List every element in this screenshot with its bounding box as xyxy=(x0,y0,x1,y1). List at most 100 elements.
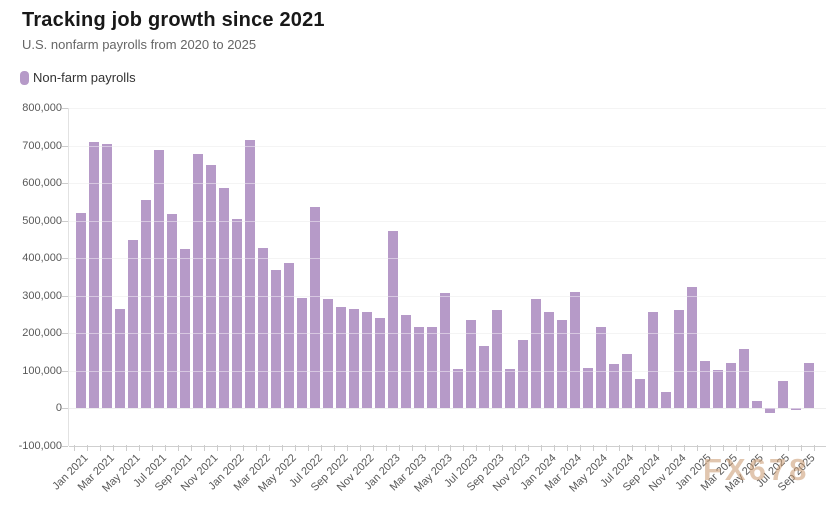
x-axis-tick xyxy=(437,445,439,451)
bar[interactable] xyxy=(115,309,126,408)
bar[interactable] xyxy=(556,319,567,408)
bar[interactable] xyxy=(465,319,476,408)
bar[interactable] xyxy=(517,339,528,408)
y-axis-tick xyxy=(62,333,68,334)
x-axis-tick xyxy=(151,445,153,451)
bar[interactable] xyxy=(388,231,399,408)
bar[interactable] xyxy=(219,187,230,408)
bar[interactable] xyxy=(504,368,515,408)
bar[interactable] xyxy=(336,307,347,408)
bar[interactable] xyxy=(258,247,269,408)
bar[interactable] xyxy=(323,298,334,408)
bar[interactable] xyxy=(141,199,152,408)
y-axis-label: 100,000 xyxy=(22,364,62,377)
gridline-overlay xyxy=(69,295,826,297)
x-axis-tick xyxy=(164,445,166,451)
bar[interactable] xyxy=(401,315,412,408)
bar[interactable] xyxy=(582,367,593,408)
x-axis-tick xyxy=(320,445,322,451)
x-axis-tick xyxy=(502,445,504,451)
bar[interactable] xyxy=(128,240,139,408)
y-axis-tick xyxy=(62,220,68,222)
x-axis-tick xyxy=(736,445,738,451)
bar[interactable] xyxy=(76,213,87,408)
x-axis-tick xyxy=(762,445,764,451)
bar[interactable] xyxy=(375,318,386,408)
bar[interactable] xyxy=(491,309,502,408)
y-axis-label: 300,000 xyxy=(22,289,62,302)
bar[interactable] xyxy=(608,363,619,408)
x-axis-tick xyxy=(515,445,517,451)
bar[interactable] xyxy=(427,326,438,408)
bar[interactable] xyxy=(193,154,204,408)
x-axis-tick xyxy=(645,445,647,451)
bar[interactable] xyxy=(310,206,321,408)
x-axis-tick xyxy=(710,445,712,451)
chart-title: Tracking job growth since 2021 xyxy=(22,9,325,31)
bar[interactable] xyxy=(414,326,425,408)
y-axis-tick xyxy=(62,295,68,297)
bar[interactable] xyxy=(530,299,541,408)
bar[interactable] xyxy=(738,348,749,408)
bar[interactable] xyxy=(790,408,801,410)
x-axis-tick xyxy=(359,445,361,451)
bar[interactable] xyxy=(245,140,256,408)
y-axis-label: 200,000 xyxy=(22,327,62,339)
y-axis-tick xyxy=(62,145,68,147)
bar[interactable] xyxy=(660,391,671,408)
y-axis-label: 400,000 xyxy=(22,252,62,264)
legend-item-nonfarm-payrolls[interactable]: Non-farm payrolls xyxy=(20,70,136,85)
bar[interactable] xyxy=(673,310,684,408)
bar[interactable] xyxy=(569,291,580,408)
x-axis-tick xyxy=(385,445,387,451)
x-axis-tick xyxy=(411,445,413,451)
x-axis-tick xyxy=(567,445,569,451)
bar[interactable] xyxy=(167,214,178,408)
bar[interactable] xyxy=(349,309,360,408)
bar[interactable] xyxy=(595,327,606,408)
x-axis-tick xyxy=(632,445,634,451)
gridline-overlay xyxy=(69,258,826,259)
bar[interactable] xyxy=(634,378,645,408)
x-axis-tick xyxy=(606,445,608,451)
bar[interactable] xyxy=(725,363,736,408)
bar[interactable] xyxy=(297,298,308,408)
bar[interactable] xyxy=(440,293,450,408)
x-axis-tick xyxy=(346,445,348,451)
bar[interactable] xyxy=(452,368,463,408)
x-axis-tick xyxy=(723,445,725,451)
bar[interactable] xyxy=(284,263,295,408)
gridline xyxy=(69,145,826,147)
bar[interactable] xyxy=(154,149,165,408)
legend-swatch-icon xyxy=(20,70,29,85)
x-axis-tick xyxy=(424,445,426,451)
y-axis-label: 700,000 xyxy=(22,139,62,152)
bar[interactable] xyxy=(89,141,100,408)
bar[interactable] xyxy=(647,312,658,408)
gridline-overlay xyxy=(69,220,826,222)
bar[interactable] xyxy=(102,144,113,408)
x-axis-tick xyxy=(294,445,296,451)
bar[interactable] xyxy=(206,165,217,408)
bar[interactable] xyxy=(686,286,697,408)
y-axis-label: 0 xyxy=(55,402,62,414)
bar[interactable] xyxy=(362,312,373,408)
bar[interactable] xyxy=(751,400,762,408)
bar[interactable] xyxy=(777,381,788,408)
bar[interactable] xyxy=(621,354,632,408)
watermark: FX678 xyxy=(703,452,810,487)
y-axis-label: 500,000 xyxy=(22,214,62,227)
x-axis-tick xyxy=(658,445,660,451)
x-axis-tick xyxy=(476,445,478,451)
x-axis-tick xyxy=(112,445,114,451)
bar[interactable] xyxy=(803,363,814,408)
bar[interactable] xyxy=(271,270,282,408)
bar[interactable] xyxy=(699,361,710,408)
bar[interactable] xyxy=(764,408,775,413)
bar[interactable] xyxy=(180,249,191,408)
bar[interactable] xyxy=(712,369,723,408)
bar[interactable] xyxy=(543,312,554,408)
bar[interactable] xyxy=(478,346,489,408)
bar[interactable] xyxy=(232,219,243,408)
y-axis-label: -100,000 xyxy=(18,439,62,452)
